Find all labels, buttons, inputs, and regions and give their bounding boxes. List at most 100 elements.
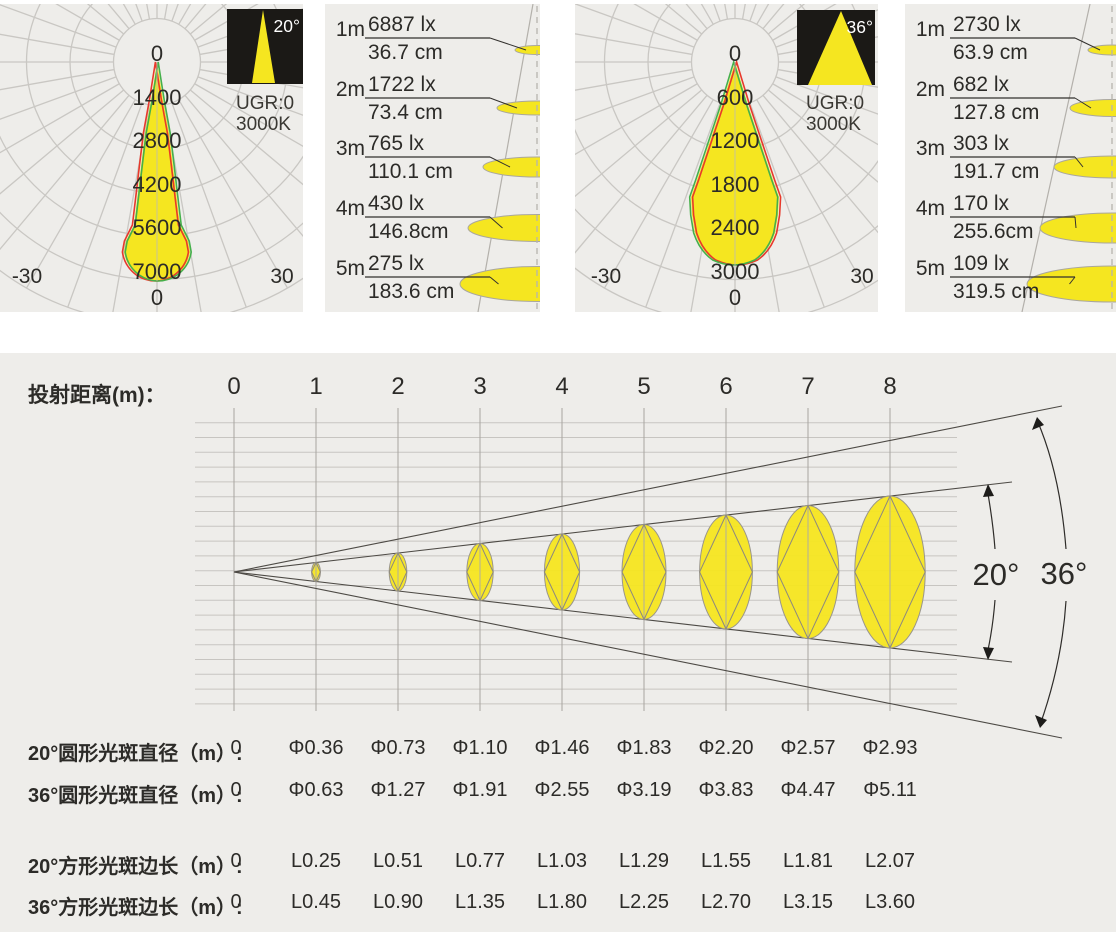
radial-scale-label: 1800: [711, 172, 760, 197]
badge-angle-label: 36°: [847, 17, 873, 37]
polar-spoke: [772, 83, 878, 146]
polar-spoke: [0, 94, 130, 251]
diameter-value: 127.8 cm: [953, 101, 1040, 124]
distance-tick: 4: [555, 373, 569, 400]
polar-spoke: [0, 33, 115, 56]
polar-spoke: [178, 99, 289, 289]
polar-spoke: [0, 76, 117, 120]
polar-spoke: [194, 83, 303, 148]
spot-size-value: L1.35: [454, 891, 506, 913]
distance-label: 2m: [335, 78, 365, 101]
ugr-label: UGR:0: [236, 93, 294, 114]
square-spot-diamond: [466, 542, 494, 602]
lux-table-36: 1m 2730 lx 63.9 cm 2m 682 lx 127.8 cm 3m 303 lx…: [905, 4, 1116, 312]
polar-spoke: [645, 102, 721, 308]
light-spot-ellipse: [459, 266, 540, 302]
distance-label: 1m: [335, 18, 365, 41]
beam-cone-icon: [808, 11, 872, 85]
leader-line: [1074, 97, 1092, 109]
distance-label: 3m: [915, 137, 945, 160]
diameter-value: 191.7 cm: [953, 160, 1040, 183]
polar-spoke: [184, 94, 303, 238]
spot-size-value: Φ1.10: [452, 737, 508, 759]
lux-value: 2730 lx: [953, 13, 1021, 36]
radial-scale-label: 2400: [711, 215, 760, 240]
diameter-value: 36.7 cm: [368, 41, 443, 64]
lux-value: 430 lx: [368, 192, 425, 215]
spot-size-value: L3.60: [864, 891, 916, 913]
lux-value: 765 lx: [368, 132, 425, 155]
distance-tick: 1: [309, 373, 323, 400]
lux-value: 109 lx: [953, 252, 1010, 275]
leader-line: [1074, 216, 1077, 229]
spot-growth-graphic: [950, 4, 1116, 312]
distance-tick: 3: [473, 373, 487, 400]
spot-size-value: L0.51: [372, 850, 424, 872]
distance-label: 5m: [335, 257, 365, 280]
polar-spoke: [575, 76, 695, 121]
distance-label: 5m: [915, 257, 945, 280]
beam-angle-badge: 36°: [797, 10, 875, 85]
distance-label: 4m: [915, 197, 945, 220]
polar-spoke: [575, 4, 695, 48]
polar-spoke: [0, 68, 115, 91]
polar-spoke: [575, 68, 693, 91]
spot-size-value: L0.25: [290, 850, 342, 872]
spot-size-value: L1.55: [700, 850, 752, 872]
polar-spoke: [767, 89, 878, 183]
angle-min-label: -30: [12, 265, 42, 288]
spot-size-value: 0: [230, 779, 242, 801]
spot-size-value: L2.70: [700, 891, 752, 913]
outer-angle-arc: [1039, 600, 1067, 726]
beam-cone-icon: [252, 10, 275, 83]
spot-size-value: L2.07: [864, 850, 916, 872]
polar-spoke: [55, 4, 120, 41]
inner-angle-label: 20°: [972, 557, 1020, 592]
spot-size-value: Φ0.63: [288, 779, 344, 801]
angle-arrows: [983, 417, 1067, 728]
leader-line: [489, 97, 518, 109]
angle-zero-label: 0: [729, 285, 741, 310]
polar-spoke: [749, 102, 825, 308]
distance-label: 3m: [335, 137, 365, 160]
polar-spoke: [575, 33, 693, 56]
spot-size-value: Φ4.47: [780, 779, 836, 801]
polar-spoke: [189, 89, 303, 186]
angle-max-label: 30: [270, 265, 293, 288]
light-spot-ellipse: [467, 214, 540, 242]
polar-spoke: [775, 76, 878, 115]
spot-size-value: Φ0.36: [288, 737, 344, 759]
polar-spoke: [603, 99, 714, 289]
arrowhead: [1035, 715, 1047, 728]
diameter-value: 146.8cm: [368, 220, 449, 243]
polar-spoke: [0, 89, 125, 195]
light-spot-ellipse: [1069, 99, 1116, 117]
distance-label: 1m: [915, 18, 945, 41]
square-spot-diamond: [699, 513, 753, 631]
inner-cone-bottom: [233, 571, 1013, 663]
polar-spoke: [189, 4, 228, 35]
spot-size-value: L0.77: [454, 850, 506, 872]
spot-size-value: Φ5.11: [863, 779, 917, 801]
polar-spoke: [575, 94, 708, 254]
angle-zero-label: 0: [151, 285, 163, 310]
spot-size-value: Φ1.91: [452, 779, 508, 801]
badge-angle-label: 20°: [274, 16, 300, 36]
outer-cone-bottom: [233, 571, 1063, 739]
polar-spoke: [67, 102, 143, 308]
spot-size-value: Φ1.27: [370, 779, 426, 801]
distance-tick: 2: [391, 373, 405, 400]
leader-line: [489, 37, 527, 51]
polar-spoke: [633, 4, 698, 41]
distance-tick: 8: [883, 373, 897, 400]
spot-size-value: L0.90: [372, 891, 424, 913]
row-label: 36°方形光斑边长（m）:: [28, 897, 243, 919]
distance-tick: 7: [801, 373, 815, 400]
distance-label: 2m: [915, 78, 945, 101]
spot-size-value: 0: [230, 850, 242, 872]
distance-tick: 5: [637, 373, 651, 400]
beam-angle-badge: 20°: [227, 9, 303, 84]
polar-spoke: [575, 89, 703, 198]
